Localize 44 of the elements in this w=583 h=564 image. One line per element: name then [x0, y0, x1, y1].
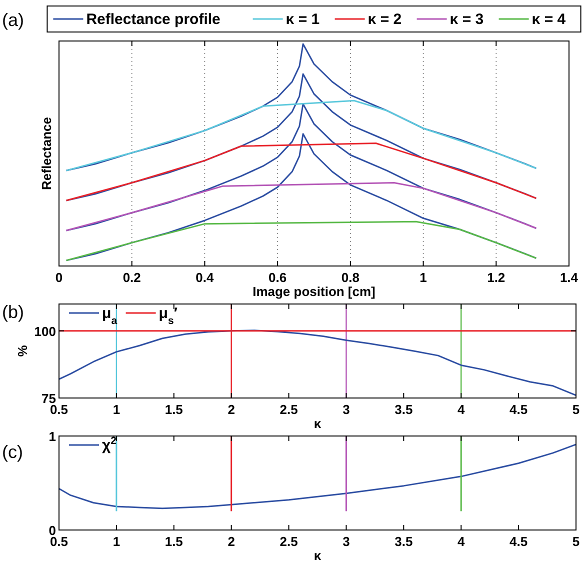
text: (b) [2, 302, 24, 322]
x-tick-label: 1 [112, 402, 120, 417]
x-tick-label: 0.6 [268, 270, 287, 285]
text: (a) [2, 10, 24, 30]
x-tick-label: 1.4 [560, 270, 579, 285]
x-tick-label: 0.8 [341, 270, 360, 285]
x-tick-label: 1.5 [164, 534, 183, 549]
x-tick-label: 4.5 [510, 534, 528, 549]
x-tick-label: 2 [228, 402, 235, 417]
x-axis-title: κ [314, 548, 322, 563]
legend-label: μ$_{s}$′ [158, 305, 178, 327]
x-tick-label: 0.4 [196, 270, 215, 285]
legend-label: κ = 1 [286, 11, 320, 28]
legend-label: Reflectance profile [86, 11, 220, 28]
x-tick-label: 1.2 [487, 270, 506, 285]
x-tick-label: 2.5 [280, 534, 298, 549]
legend-label: χ$^{2}$ [102, 435, 117, 454]
x-tick-label: 3 [342, 402, 350, 417]
x-tick-label: 2 [228, 534, 235, 549]
x-tick-label: 3.5 [394, 402, 413, 417]
x-axis-title: Image position [cm] [252, 284, 376, 299]
x-tick-label: 1 [420, 270, 427, 285]
x-tick-label: 3.5 [394, 534, 413, 549]
x-axis-title: κ [314, 416, 322, 431]
x-tick-label: 4.5 [510, 402, 528, 417]
text: (c) [2, 442, 23, 462]
legend-label: κ = 3 [450, 11, 484, 28]
legend-label: κ = 2 [368, 11, 402, 28]
x-tick-label: 1 [112, 534, 120, 549]
x-tick-label: 5 [572, 402, 580, 417]
x-tick-label: 2.5 [280, 402, 298, 417]
x-tick-label: 4 [457, 402, 466, 417]
line-series [58, 444, 577, 510]
x-tick-label: 0.2 [122, 270, 141, 285]
line-series [58, 330, 577, 396]
y-tick-label: 1 [48, 429, 56, 444]
y-axis-title: % [15, 344, 30, 357]
x-tick-label: 1.5 [164, 402, 183, 417]
x-tick-label: 3 [342, 534, 350, 549]
y-tick-label: 100 [34, 324, 56, 339]
y-axis-title: Reflectance [39, 117, 54, 190]
x-tick-label: 5 [572, 534, 580, 549]
x-tick-label: 4 [457, 534, 466, 549]
legend-label: κ = 4 [532, 11, 566, 28]
